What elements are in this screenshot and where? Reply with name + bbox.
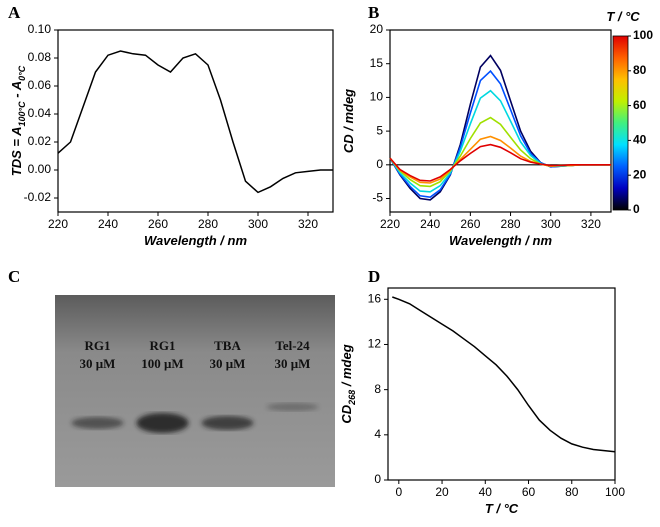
panel-label: D <box>368 267 380 286</box>
x-tick-label: 240 <box>420 217 440 231</box>
y-axis-label: TDS = A100°C - A0°C <box>9 65 27 176</box>
x-tick-label: 220 <box>48 217 68 231</box>
lane-concentration: 30 μM <box>210 356 246 371</box>
x-tick-label: 300 <box>541 217 561 231</box>
y-tick-label: 0.02 <box>28 134 52 148</box>
colorbar-tick-label: 0 <box>633 202 640 216</box>
gel-band <box>71 417 124 429</box>
data-line <box>392 296 616 453</box>
y-tick-label: 0.04 <box>28 106 52 120</box>
gel-band <box>201 416 254 430</box>
x-tick-label: 240 <box>98 217 118 231</box>
gel-band <box>266 403 319 411</box>
data-line <box>389 69 611 199</box>
x-tick-label: 80 <box>565 485 579 499</box>
lane-concentration: 30 μM <box>275 356 311 371</box>
data-line <box>389 54 611 201</box>
x-tick-label: 260 <box>148 217 168 231</box>
colorbar-title: T / °C <box>606 9 640 24</box>
panel-label: B <box>368 3 379 22</box>
x-axis-label: T / °C <box>485 501 519 516</box>
y-axis-label: CD / mdeg <box>341 89 356 153</box>
y-tick-label: -5 <box>372 191 383 205</box>
lane-concentration: 30 μM <box>80 356 116 371</box>
y-tick-label: 0.10 <box>28 22 52 36</box>
x-axis-label: Wavelength / nm <box>144 233 247 248</box>
colorbar-tick-label: 40 <box>633 133 647 147</box>
y-tick-label: 0 <box>374 472 381 486</box>
x-tick-label: 40 <box>479 485 493 499</box>
colorbar-tick-label: 20 <box>633 167 647 181</box>
gel-band <box>136 413 189 433</box>
colorbar-tick-label: 100 <box>633 28 653 42</box>
plot-frame <box>57 29 334 213</box>
x-tick-label: 260 <box>460 217 480 231</box>
x-tick-label: 320 <box>298 217 318 231</box>
y-tick-label: 0 <box>376 157 383 171</box>
colorbar-title-part: T / °C <box>606 9 640 24</box>
x-tick-label: 220 <box>380 217 400 231</box>
plot-frame <box>387 287 616 481</box>
y-axis-label-part: / mdeg <box>339 344 354 390</box>
y-tick-label: 15 <box>370 56 384 70</box>
y-axis-label-part: 268 <box>347 390 357 406</box>
lane-concentration: 100 μM <box>141 356 183 371</box>
y-axis-label-part: TDS = A <box>9 126 24 176</box>
lane-name: TBA <box>214 338 241 353</box>
y-tick-label: 10 <box>370 90 384 104</box>
y-axis-label: CD268 / mdeg <box>339 344 357 423</box>
y-axis-label-part: 100°C <box>17 101 27 127</box>
x-axis-label-part: Wavelength / nm <box>449 233 552 248</box>
lane-name: RG1 <box>85 338 111 353</box>
panel-label: A <box>8 3 21 22</box>
y-tick-label: 4 <box>374 427 381 441</box>
x-axis-label-part: Wavelength / nm <box>144 233 247 248</box>
y-axis-label-part: CD <box>339 404 354 423</box>
data-line <box>57 50 333 194</box>
x-axis-label: Wavelength / nm <box>449 233 552 248</box>
y-tick-label: 20 <box>370 22 384 36</box>
x-tick-label: 320 <box>581 217 601 231</box>
x-axis-label-part: T / °C <box>485 501 519 516</box>
y-axis-label-part: CD / mdeg <box>341 89 356 153</box>
x-tick-label: 280 <box>501 217 521 231</box>
panel-label: C <box>8 267 20 286</box>
y-tick-label: 16 <box>368 291 382 305</box>
y-tick-label: 12 <box>368 337 382 351</box>
plot-frame <box>389 29 612 213</box>
x-tick-label: 280 <box>198 217 218 231</box>
y-tick-label: -0.02 <box>24 190 52 204</box>
y-tick-label: 8 <box>374 382 381 396</box>
lane-name: RG1 <box>150 338 176 353</box>
data-line <box>389 116 611 188</box>
gel-image <box>55 295 335 487</box>
y-axis-label-part: 0°C <box>17 65 27 81</box>
y-axis-label-part: - A <box>9 81 24 101</box>
x-tick-label: 100 <box>605 485 625 499</box>
data-line <box>389 135 611 184</box>
data-line <box>389 143 611 182</box>
x-tick-label: 300 <box>248 217 268 231</box>
colorbar <box>612 35 629 211</box>
y-tick-label: 5 <box>376 123 383 137</box>
x-tick-label: 0 <box>395 485 402 499</box>
lane-name: Tel-24 <box>275 338 310 353</box>
x-tick-label: 60 <box>522 485 536 499</box>
colorbar-tick-label: 60 <box>633 98 647 112</box>
y-tick-label: 0.08 <box>28 50 52 64</box>
y-tick-label: 0.00 <box>28 162 52 176</box>
x-tick-label: 20 <box>435 485 449 499</box>
colorbar-tick-label: 80 <box>633 63 647 77</box>
y-tick-label: 0.06 <box>28 78 52 92</box>
